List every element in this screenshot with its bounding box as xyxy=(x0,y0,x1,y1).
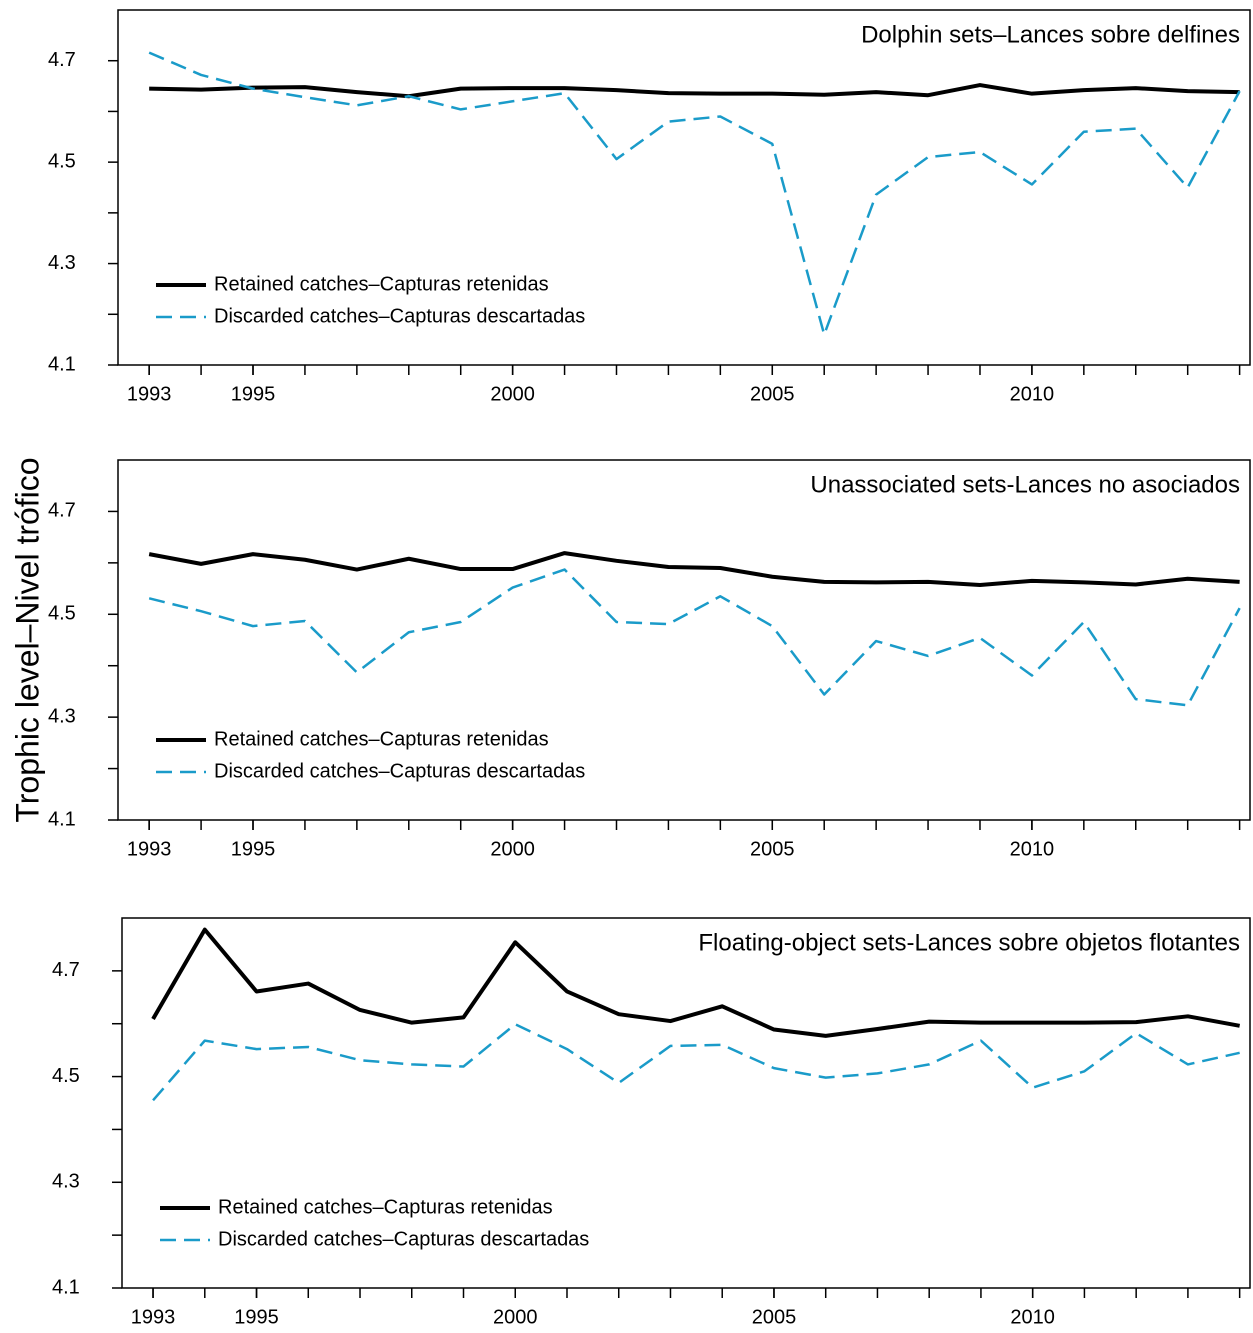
legend-label: Discarded catches–Capturas descartadas xyxy=(214,760,585,782)
legend-label: Discarded catches–Capturas descartadas xyxy=(214,305,585,327)
x-tick-label: 1993 xyxy=(127,383,172,405)
plot-frame xyxy=(117,459,1251,821)
x-tick-label: 1993 xyxy=(127,838,172,860)
legend-label: Retained catches–Capturas retenidas xyxy=(218,1196,553,1218)
x-tick-label: 2005 xyxy=(750,383,795,405)
y-tick-label: 4.7 xyxy=(48,500,76,522)
data-line xyxy=(148,568,1241,707)
y-tick-label: 4.3 xyxy=(48,705,76,727)
y-tick-label: 4.1 xyxy=(52,1276,80,1298)
y-tick-label: 4.3 xyxy=(52,1171,80,1193)
y-axis-label: Trophic level–Nivel trófico xyxy=(9,457,45,822)
y-tick-label: 4.5 xyxy=(52,1065,80,1087)
y-tick-label: 4.7 xyxy=(48,49,76,71)
legend-label: Retained catches–Capturas retenidas xyxy=(214,728,549,750)
x-tick-label: 2010 xyxy=(1010,1306,1055,1328)
y-tick-label: 4.1 xyxy=(48,353,76,375)
plot-frame xyxy=(117,9,1251,366)
panel-title: Unassociated sets-Lances no asociados xyxy=(810,471,1240,498)
x-tick-label: 2000 xyxy=(490,838,535,860)
y-tick-label: 4.5 xyxy=(48,150,76,172)
x-tick-label: 2005 xyxy=(752,1306,797,1328)
x-tick-label: 1995 xyxy=(231,383,276,405)
panel-title: Dolphin sets–Lances sobre delfines xyxy=(861,21,1240,48)
legend-label: Retained catches–Capturas retenidas xyxy=(214,273,549,295)
x-tick-label: 1995 xyxy=(231,838,276,860)
x-tick-label: 2010 xyxy=(1010,383,1055,405)
x-tick-label: 2000 xyxy=(493,1306,538,1328)
data-line xyxy=(148,551,1240,587)
x-tick-label: 1995 xyxy=(234,1306,279,1328)
x-tick-label: 2005 xyxy=(750,838,795,860)
data-line xyxy=(148,51,1241,336)
x-tick-label: 2010 xyxy=(1010,838,1055,860)
x-tick-label: 1993 xyxy=(131,1306,176,1328)
y-tick-label: 4.1 xyxy=(48,808,76,830)
data-line xyxy=(149,83,1240,99)
data-line xyxy=(152,1022,1240,1102)
x-tick-label: 2000 xyxy=(490,383,535,405)
plot-frame xyxy=(121,917,1251,1289)
y-tick-label: 4.5 xyxy=(48,603,76,625)
panel-title: Floating-object sets-Lances sobre objeto… xyxy=(698,929,1240,956)
y-tick-label: 4.3 xyxy=(48,252,76,274)
data-line xyxy=(151,927,1241,1038)
legend-label: Discarded catches–Capturas descartadas xyxy=(218,1228,589,1250)
y-tick-label: 4.7 xyxy=(52,959,80,981)
